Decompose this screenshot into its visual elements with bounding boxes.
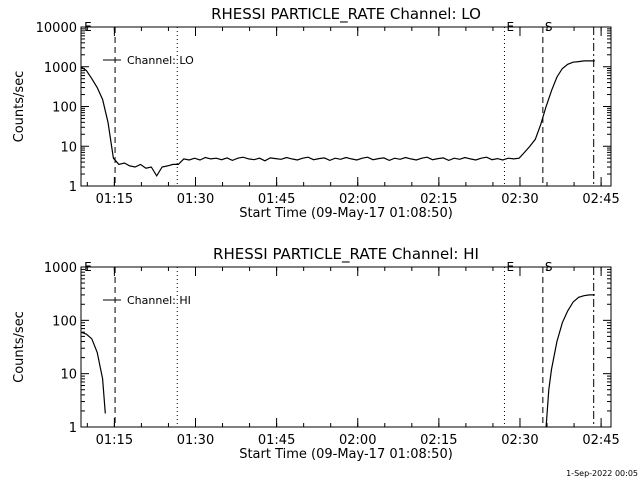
- event-marker-label: S: [545, 260, 553, 274]
- plot-frame: [81, 267, 611, 427]
- series-line: [81, 61, 595, 176]
- y-tick-label: 10: [60, 368, 77, 383]
- lo-channel-panel: RHESSI PARTICLE_RATE Channel: LO Start Ti…: [12, 5, 620, 221]
- event-marker-label: E: [506, 260, 514, 274]
- chart-title: RHESSI PARTICLE_RATE Channel: HI: [213, 245, 479, 264]
- x-tick-label: 01:15: [96, 192, 133, 207]
- event-marker-label: E: [84, 260, 92, 274]
- x-tick-label: 01:45: [258, 192, 295, 207]
- event-marker-label: E: [84, 20, 92, 34]
- y-tick-label: 1: [69, 180, 77, 195]
- chart-title: RHESSI PARTICLE_RATE Channel: LO: [211, 5, 481, 24]
- y-axis-label: Counts/sec: [12, 71, 27, 143]
- hi-channel-panel: RHESSI PARTICLE_RATE Channel: HI Start Ti…: [12, 245, 620, 462]
- y-axis-label: Counts/sec: [12, 311, 27, 383]
- x-tick-label: 02:45: [582, 192, 619, 207]
- x-tick-label: 01:30: [177, 433, 214, 448]
- x-axis-label: Start Time (09-May-17 01:08:50): [239, 447, 453, 462]
- footer-date: 1-Sep-2022 00:05: [566, 469, 638, 478]
- x-tick-label: 02:00: [339, 192, 376, 207]
- x-tick-label: 02:15: [420, 433, 457, 448]
- y-tick-label: 1000: [44, 61, 77, 76]
- y-tick-label: 10000: [36, 21, 77, 36]
- x-tick-label: 01:45: [258, 433, 295, 448]
- x-tick-label: 02:15: [420, 192, 457, 207]
- legend-label: Channel: LO: [127, 54, 194, 67]
- series-line: [546, 295, 595, 427]
- x-tick-label: 01:15: [96, 433, 133, 448]
- x-tick-label: 02:30: [501, 192, 538, 207]
- event-marker-label: S: [545, 20, 553, 34]
- y-tick-label: 100: [52, 314, 77, 329]
- y-tick-label: 10: [60, 140, 77, 155]
- y-tick-label: 100: [52, 101, 77, 116]
- x-axis-label: Start Time (09-May-17 01:08:50): [239, 206, 453, 221]
- y-tick-label: 1: [69, 421, 77, 436]
- legend-label: Channel: HI: [127, 294, 191, 307]
- x-tick-label: 01:30: [177, 192, 214, 207]
- event-marker-label: E: [506, 20, 514, 34]
- x-tick-label: 02:45: [582, 433, 619, 448]
- x-tick-label: 02:30: [501, 433, 538, 448]
- y-tick-label: 1000: [44, 261, 77, 276]
- x-tick-label: 02:00: [339, 433, 376, 448]
- plot-frame: [81, 27, 611, 186]
